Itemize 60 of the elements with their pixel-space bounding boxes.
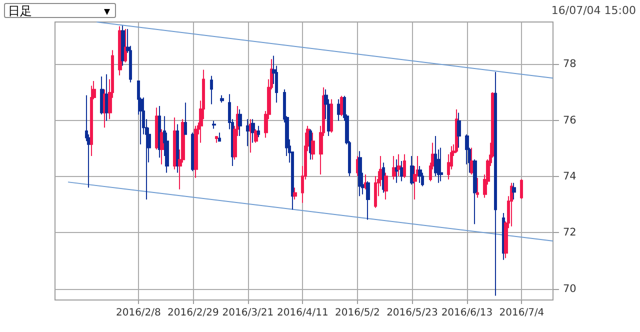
candlestick xyxy=(384,172,388,200)
candlestick xyxy=(210,75,213,105)
candlestick xyxy=(293,187,297,200)
candlestick xyxy=(397,154,401,177)
candlestick xyxy=(512,182,516,200)
x-tick-label: 2016/4/11 xyxy=(277,308,328,318)
candlestick xyxy=(176,124,179,174)
candlestick xyxy=(395,158,398,184)
candlestick xyxy=(155,107,158,150)
y-tick-label: 72 xyxy=(563,226,576,239)
candlestick xyxy=(90,85,93,156)
candlestick xyxy=(194,125,198,178)
candlestick xyxy=(358,150,362,197)
candlestick xyxy=(330,98,333,134)
y-tick-label: 76 xyxy=(563,114,577,126)
period-dropdown[interactable]: 日足 xyxy=(4,3,116,18)
candlestick xyxy=(246,118,250,147)
candlestick xyxy=(455,108,458,154)
candlestick xyxy=(410,155,414,186)
candlestick xyxy=(366,180,370,220)
y-tick-label: 74 xyxy=(563,170,577,182)
candlestick xyxy=(105,74,109,122)
candlestick xyxy=(403,154,406,178)
x-tick-label: 2016/3/21 xyxy=(222,308,274,318)
candlestick xyxy=(212,120,216,130)
candlestick xyxy=(439,147,443,182)
candlestick xyxy=(251,118,255,144)
candlestick xyxy=(249,118,252,154)
x-tick-label: 2016/2/29 xyxy=(168,308,219,318)
candlestick xyxy=(476,177,479,198)
candlestick xyxy=(457,112,461,148)
candlestick xyxy=(418,166,422,184)
candlestick xyxy=(121,25,125,66)
x-tick-label: 2016/5/23 xyxy=(386,308,438,318)
candlestick xyxy=(510,182,513,227)
candlestick xyxy=(392,155,396,180)
text: 16/07/04 15:00 xyxy=(551,4,636,17)
candlestick xyxy=(215,136,218,144)
candlestick xyxy=(124,28,127,63)
candlestick xyxy=(254,128,258,144)
candlestick xyxy=(311,132,315,160)
x-tick-label: 2016/2/8 xyxy=(116,308,161,318)
candlestick xyxy=(184,102,187,135)
candlestick xyxy=(494,71,497,296)
x-tick-label: 2016/5/2 xyxy=(334,308,380,318)
candlestick xyxy=(220,94,224,104)
candlestick xyxy=(473,158,477,225)
candlestick xyxy=(218,132,221,142)
candlestick xyxy=(257,125,260,138)
candlestick xyxy=(520,178,523,200)
y-tick-label: 70 xyxy=(563,282,576,295)
x-tick-label: 2016/7/4 xyxy=(499,308,544,318)
candlestick xyxy=(400,160,404,182)
y-tick-label: 78 xyxy=(563,58,576,70)
candlestick xyxy=(238,108,242,137)
candlestick xyxy=(470,147,474,175)
x-tick-label: 2016/6/13 xyxy=(441,308,493,318)
candlestick xyxy=(158,105,161,158)
candlestick xyxy=(364,174,367,190)
candlestick xyxy=(160,128,164,165)
